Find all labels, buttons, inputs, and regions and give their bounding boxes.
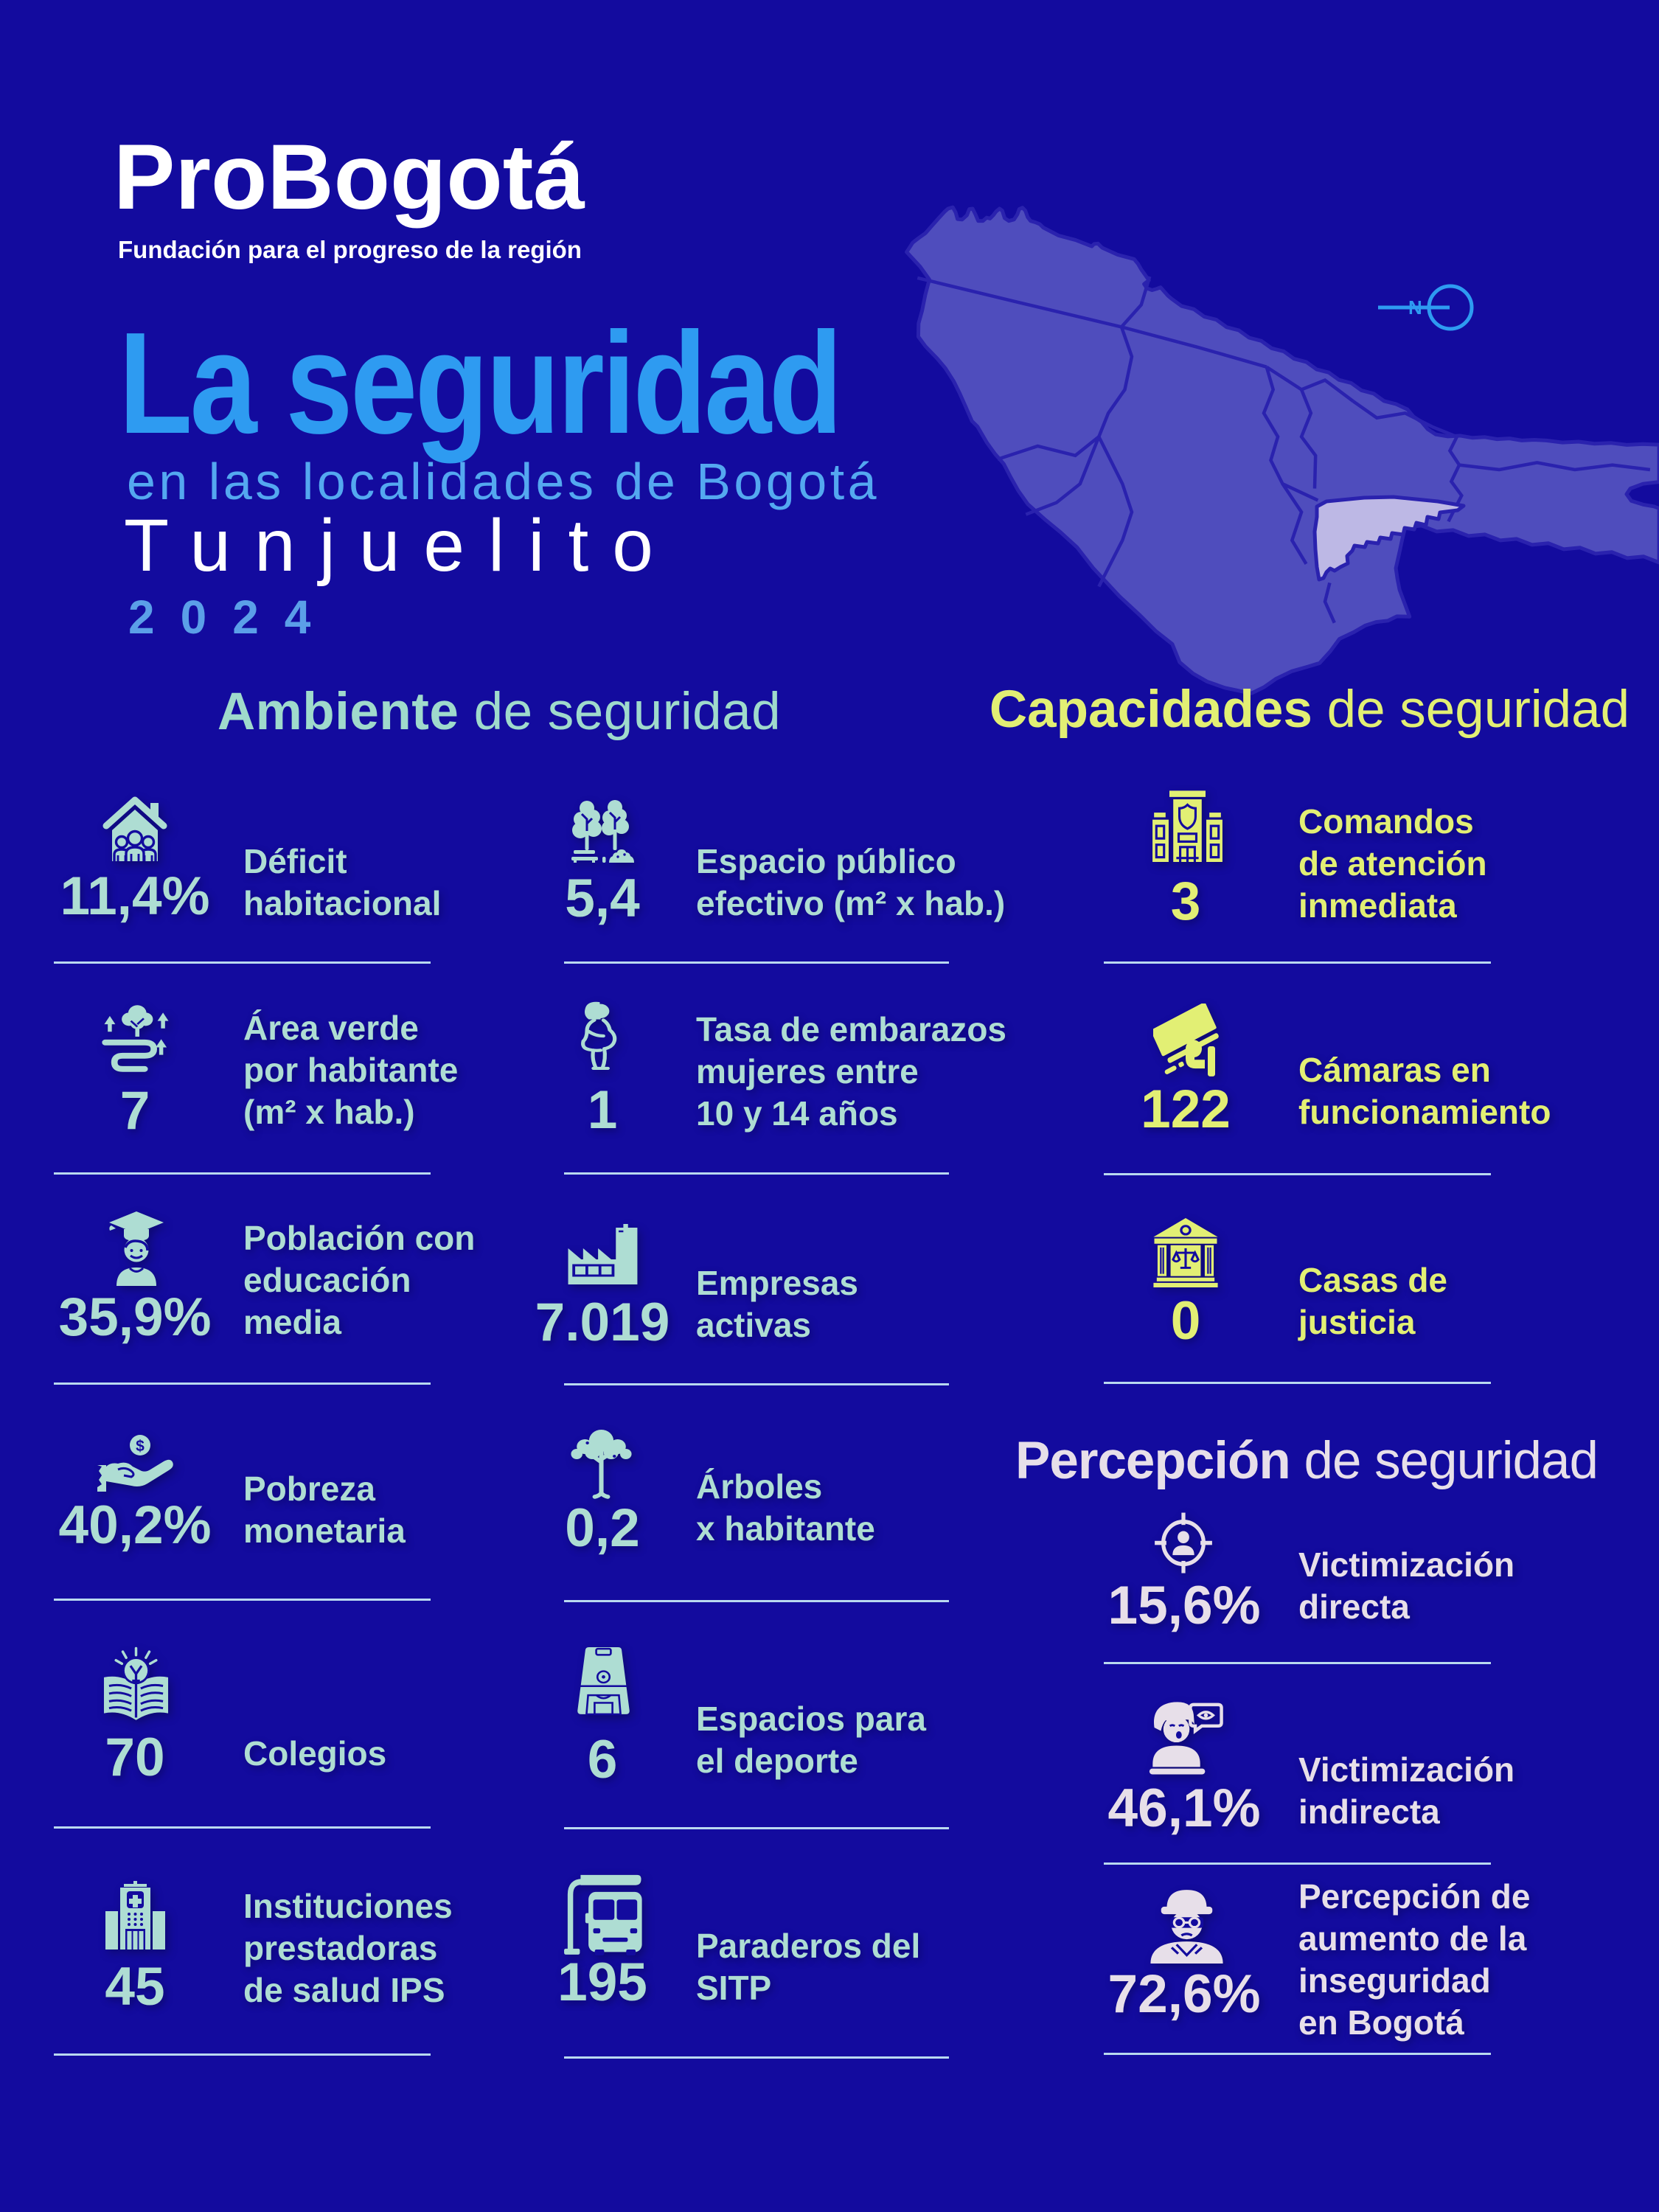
svg-text:N: N xyxy=(1408,296,1422,319)
svg-text:$: $ xyxy=(136,1438,145,1455)
